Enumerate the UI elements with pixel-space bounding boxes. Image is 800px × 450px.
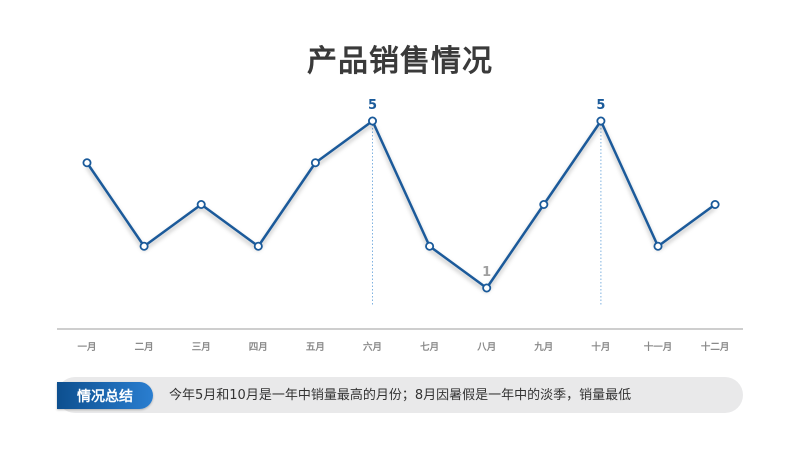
data-point	[139, 241, 149, 251]
x-tick-label: 二月	[135, 342, 154, 353]
data-points	[82, 116, 720, 293]
data-label: 5	[368, 98, 377, 113]
x-tick-label: 十月	[591, 341, 610, 353]
x-tick-label: 十二月	[701, 341, 730, 353]
data-point	[253, 241, 263, 251]
data-point	[596, 116, 606, 126]
data-point	[482, 283, 492, 293]
data-point	[82, 158, 92, 168]
drop-lines	[372, 121, 602, 305]
x-tick-label: 一月	[77, 342, 96, 353]
data-point	[196, 199, 206, 209]
data-point	[310, 158, 320, 168]
data-point	[653, 241, 663, 251]
data-point	[710, 199, 720, 209]
data-point	[539, 199, 549, 209]
summary-text: 今年5月和10月是一年中销量最高的月份；8月因暑假是一年中的淡季，销量最低	[169, 388, 632, 403]
data-point	[425, 241, 435, 251]
data-label: 1	[482, 265, 491, 280]
sales-line-chart: 一月 二月 三月 四月 五月 六月 七月 八月 九月 十月 十一月 十二月 5 1 5	[57, 98, 743, 353]
summary-bar	[57, 377, 743, 413]
x-tick-label: 六月	[363, 341, 382, 353]
x-tick-label: 七月	[420, 341, 439, 353]
series-line	[85, 119, 716, 290]
page-title: 产品销售情况	[307, 44, 493, 79]
x-tick-label: 八月	[476, 342, 496, 353]
summary-label: 情况总结	[57, 382, 153, 409]
data-labels: 5 1 5	[368, 98, 605, 280]
data-label: 5	[596, 98, 605, 113]
x-tick-label: 四月	[249, 342, 268, 353]
x-tick-label: 九月	[533, 341, 553, 353]
x-tick-label: 三月	[192, 342, 211, 353]
x-tick-labels: 一月 二月 三月 四月 五月 六月 七月 八月 九月 十月 十一月 十二月	[77, 341, 729, 353]
x-tick-label: 十一月	[644, 341, 673, 353]
data-point	[367, 116, 377, 126]
x-tick-label: 五月	[306, 342, 325, 353]
